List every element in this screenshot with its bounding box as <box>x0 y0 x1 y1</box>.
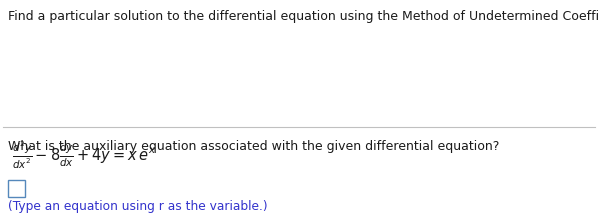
Text: What is the auxiliary equation associated with the given differential equation?: What is the auxiliary equation associate… <box>8 140 499 153</box>
Text: Find a particular solution to the differential equation using the Method of Unde: Find a particular solution to the differ… <box>8 10 598 23</box>
Text: $\frac{d^2y}{dx^2} - 8\frac{dy}{dx} + 4y = x\,e^x$: $\frac{d^2y}{dx^2} - 8\frac{dy}{dx} + 4y… <box>12 139 157 171</box>
Text: (Type an equation using r as the variable.): (Type an equation using r as the variabl… <box>8 200 268 213</box>
Bar <box>8 180 25 197</box>
